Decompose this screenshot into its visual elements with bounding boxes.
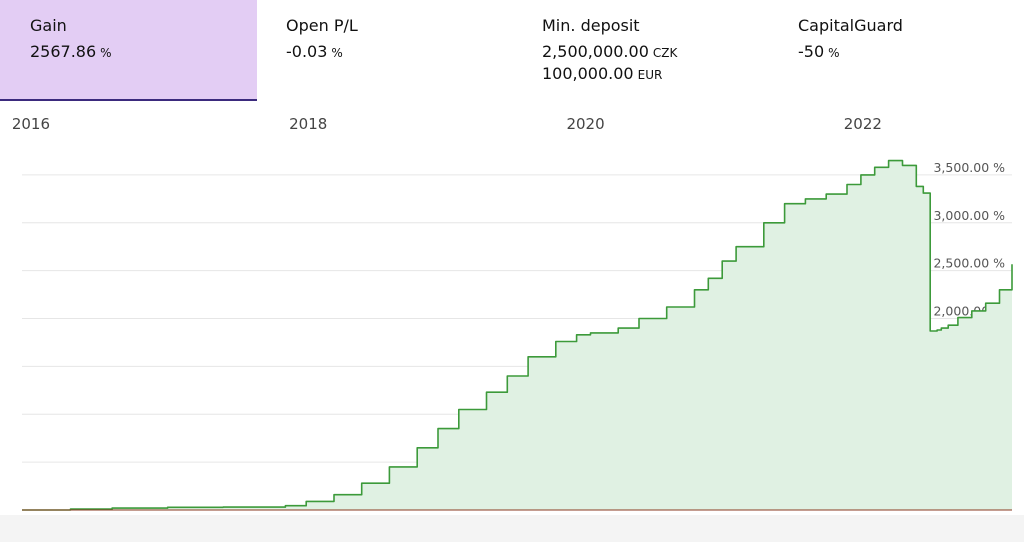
y-tick-label: 2,500.00 % [933,256,1005,271]
stat-gain-value-row: 2567.86% [30,42,112,61]
stat-capitalguard-value-row: -50% [798,42,840,61]
stat-gain-unit: % [100,46,112,60]
stats-bar: Gain 2567.86% Open P/L -0.03% Min. depos… [0,0,1024,101]
y-tick-label: 3,500.00 % [933,160,1005,175]
series-area [22,160,1012,510]
stat-gain-label: Gain [30,16,67,35]
stat-capitalguard-value: -50 [798,42,825,61]
x-tick-label: 2018 [289,115,327,133]
stat-open-pl-value-row: -0.03% [286,42,343,61]
stat-capitalguard-tab[interactable]: CapitalGuard -50% [769,0,1024,101]
x-tick-label: 2020 [566,115,604,133]
stat-min-deposit-eur-row: 100,000.00 EUR [542,64,662,83]
stat-min-deposit-eur-value: 100,000.00 [542,64,634,83]
stat-open-pl-label: Open P/L [286,16,358,35]
stat-min-deposit-czk-unit: CZK [652,46,678,60]
stat-gain-value: 2567.86 [30,42,97,61]
gain-chart[interactable]: 0.00 %500.00 %1,000.00 %1,500.00 %2,000.… [0,101,1024,517]
x-tick-label: 2022 [844,115,882,133]
stat-open-pl-tab[interactable]: Open P/L -0.03% [257,0,514,101]
stat-gain-tab[interactable]: Gain 2567.86% [0,0,257,101]
stat-min-deposit-label: Min. deposit [542,16,640,35]
gain-chart-container: 0.00 %500.00 %1,000.00 %1,500.00 %2,000.… [0,101,1024,517]
stat-min-deposit-tab[interactable]: Min. deposit 2,500,000.00 CZK 100,000.00 E… [514,0,769,101]
stat-min-deposit-eur-unit: EUR [637,68,663,82]
stat-open-pl-unit: % [331,46,343,60]
series-line [22,159,1013,511]
x-tick-label: 2016 [12,115,50,133]
stat-capitalguard-unit: % [828,46,840,60]
stat-min-deposit-czk-row: 2,500,000.00 CZK [542,42,677,61]
y-tick-label: 3,000.00 % [933,208,1005,223]
footer-bar [0,515,1024,542]
stat-min-deposit-czk-value: 2,500,000.00 [542,42,649,61]
stat-open-pl-value: -0.03 [286,42,328,61]
stat-capitalguard-label: CapitalGuard [798,16,903,35]
